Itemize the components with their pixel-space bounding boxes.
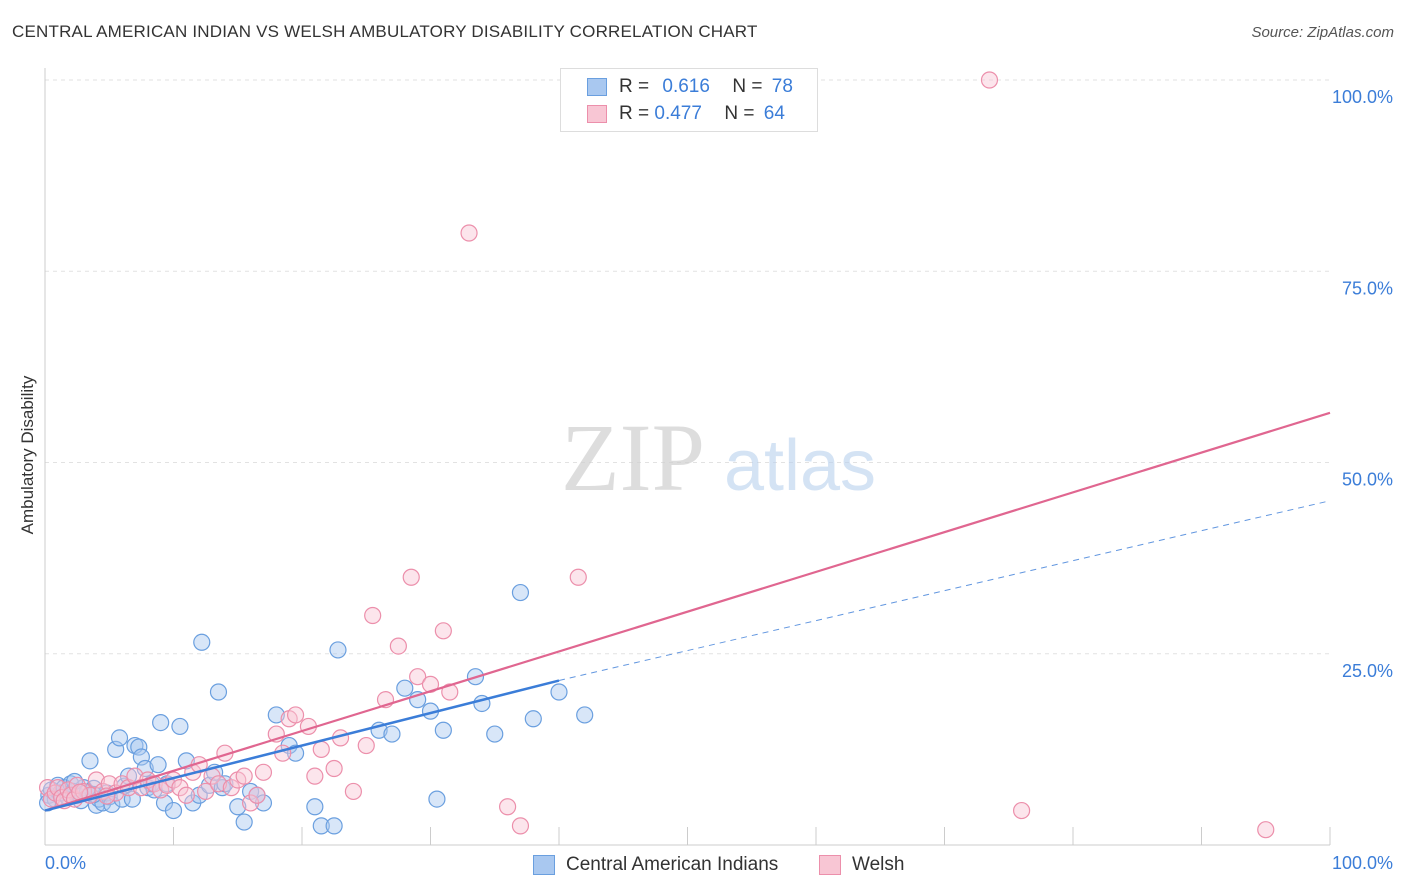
point-central-american-indians xyxy=(325,817,343,835)
point-welsh xyxy=(1012,801,1031,820)
legend-n-label: N = xyxy=(732,76,763,97)
point-welsh xyxy=(499,798,517,816)
point-welsh xyxy=(460,224,478,242)
point-central-american-indians xyxy=(396,679,414,697)
point-welsh xyxy=(197,782,215,801)
y-tick-label: 100.0% xyxy=(1332,87,1393,107)
point-welsh xyxy=(177,786,195,804)
x-tick-label-max: 100.0% xyxy=(1332,853,1393,873)
point-welsh xyxy=(235,767,253,785)
correlation-legend: R = 0.616 N = 78 R = 0.477 N = 64 xyxy=(560,68,818,132)
tick-labels: 100.0% 75.0% 50.0% 25.0% 0.0% 100.0% xyxy=(45,87,1393,873)
axes xyxy=(44,68,1331,846)
point-central-american-indians xyxy=(130,738,148,756)
point-central-american-indians xyxy=(306,798,324,816)
bottom-legend-series-1: Central American Indians xyxy=(533,852,778,878)
point-central-american-indians xyxy=(511,583,530,602)
watermark: ZIP atlas xyxy=(561,404,876,511)
point-welsh xyxy=(569,568,587,586)
bottom-legend-label: Welsh xyxy=(852,854,905,875)
point-central-american-indians xyxy=(229,798,247,816)
point-central-american-indians xyxy=(267,706,285,724)
point-central-american-indians xyxy=(164,801,183,820)
point-welsh xyxy=(1257,821,1275,839)
point-central-american-indians xyxy=(193,633,211,651)
point-welsh xyxy=(357,736,375,755)
bottom-legend-swatch-pink xyxy=(819,855,841,875)
legend-swatch-blue xyxy=(587,78,607,96)
legend-r-value: 0.616 xyxy=(662,76,710,97)
point-central-american-indians xyxy=(576,706,594,724)
point-central-american-indians xyxy=(149,756,167,774)
point-central-american-indians xyxy=(235,813,253,831)
point-welsh xyxy=(980,71,999,89)
bottom-legend-swatch-blue xyxy=(533,855,555,875)
legend-row-series-1: R = 0.616 N = 78 xyxy=(587,76,793,98)
y-tick-label: 50.0% xyxy=(1342,470,1393,490)
source-credit: Source: ZipAtlas.com xyxy=(1251,24,1394,41)
point-welsh xyxy=(306,767,324,785)
bottom-legend-label: Central American Indians xyxy=(566,854,779,875)
point-central-american-indians xyxy=(312,817,330,835)
point-central-american-indians xyxy=(428,790,446,808)
y-tick-label: 75.0% xyxy=(1342,278,1393,298)
point-central-american-indians xyxy=(434,721,452,739)
trend-line-central-american-indians xyxy=(44,679,560,812)
point-welsh xyxy=(209,775,228,793)
bottom-legend-series-2: Welsh xyxy=(819,852,904,878)
point-central-american-indians xyxy=(81,752,99,770)
point-welsh xyxy=(402,568,420,586)
point-welsh xyxy=(312,740,330,758)
point-central-american-indians xyxy=(524,710,542,728)
legend-n-label: N = xyxy=(724,103,755,124)
point-central-american-indians xyxy=(152,713,170,732)
point-welsh xyxy=(68,776,86,794)
y-tick-label: 25.0% xyxy=(1342,661,1393,681)
point-central-american-indians xyxy=(550,683,568,701)
legend-row-series-2: R = 0.477 N = 64 xyxy=(587,103,785,125)
point-central-american-indians xyxy=(329,641,347,659)
point-welsh xyxy=(344,782,362,801)
legend-r-label: R = xyxy=(619,76,650,97)
grid-lines xyxy=(45,79,1330,655)
watermark-atlas: atlas xyxy=(724,426,876,506)
legend-r-value: 0.477 xyxy=(654,103,702,124)
trend-lines xyxy=(44,411,1331,812)
point-welsh xyxy=(248,786,266,804)
point-welsh xyxy=(254,763,273,781)
legend-n-value: 64 xyxy=(763,103,785,124)
watermark-zip: ZIP xyxy=(561,404,705,511)
point-welsh xyxy=(274,744,292,762)
point-central-american-indians xyxy=(171,717,189,736)
chart-title: CENTRAL AMERICAN INDIAN VS WELSH AMBULAT… xyxy=(12,22,758,41)
trend-line-welsh xyxy=(44,411,1331,812)
point-welsh xyxy=(511,817,530,835)
legend-n-value: 78 xyxy=(771,76,793,97)
point-welsh xyxy=(389,637,407,655)
point-welsh xyxy=(286,706,305,724)
point-welsh xyxy=(409,668,427,686)
point-central-american-indians xyxy=(209,683,228,701)
point-central-american-indians xyxy=(486,725,504,743)
point-welsh xyxy=(364,606,382,625)
point-welsh xyxy=(325,759,343,778)
point-central-american-indians xyxy=(383,725,401,743)
point-welsh xyxy=(434,622,452,640)
legend-swatch-pink xyxy=(587,105,607,123)
point-central-american-indians xyxy=(110,729,129,747)
legend-r-label: R = xyxy=(619,103,650,124)
point-welsh xyxy=(441,683,459,701)
x-tick-label-min: 0.0% xyxy=(45,853,86,873)
